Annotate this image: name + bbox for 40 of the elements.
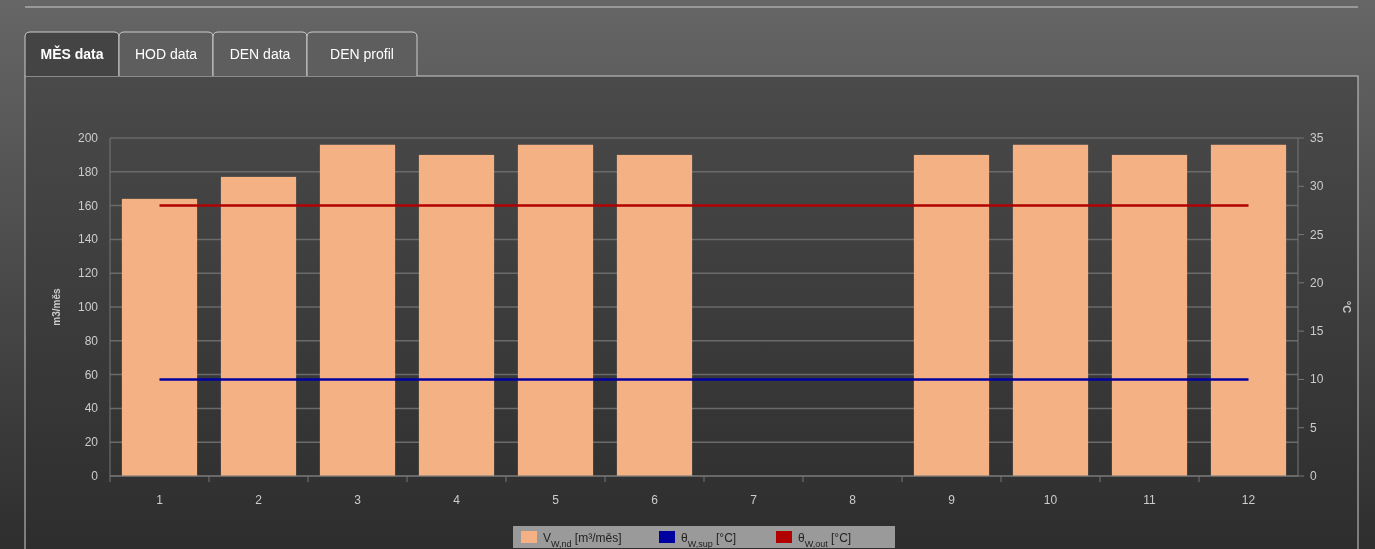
legend-label: θ$_{W,sup}$ [°C]: [681, 531, 737, 549]
x-tick-label: 10: [1043, 493, 1058, 507]
y2-tick-label: 20: [1310, 275, 1324, 290]
legend-label: V$_{W,nd}$ [m³/měs]: [543, 531, 622, 549]
y-tick-label: 40: [84, 401, 99, 416]
y-tick-label: 120: [77, 266, 99, 281]
y-tick-label: 0: [91, 469, 99, 483]
x-tick-label: 2: [255, 493, 263, 507]
y-tick-label: 20: [84, 435, 99, 450]
y2-tick-label: 35: [1310, 131, 1324, 145]
y-tick-label: 160: [77, 198, 99, 213]
y-tick-label: 60: [84, 367, 99, 382]
text: DEN profil: [330, 46, 394, 62]
x-tick-label: 6: [651, 493, 659, 507]
y2-tick-label: 10: [1310, 372, 1324, 387]
y2-tick-label: 0: [1310, 469, 1317, 483]
text: HOD data: [134, 46, 198, 62]
x-tick-label: 9: [948, 493, 956, 507]
x-tick-label: 11: [1143, 493, 1157, 507]
y-axis-title: m3/měs: [51, 287, 62, 326]
y2-tick-label: 30: [1310, 179, 1324, 194]
y-tick-label: 80: [84, 333, 99, 348]
x-tick-label: 1: [156, 493, 164, 507]
x-tick-label: 8: [849, 493, 857, 507]
x-tick-label: 7: [750, 493, 758, 507]
x-tick-label: 3: [354, 493, 362, 507]
x-tick-label: 4: [453, 493, 461, 507]
y2-tick-label: 5: [1310, 420, 1317, 435]
text: DEN data: [229, 46, 291, 62]
y-tick-label: 180: [77, 164, 99, 179]
y2-tick-label: 25: [1310, 227, 1324, 242]
y-tick-label: 100: [77, 300, 99, 314]
legend-label: θ$_{W,out}$ [°C]: [798, 531, 852, 549]
y2-axis-title: °C: [1341, 300, 1353, 314]
y2-tick-label: 15: [1310, 324, 1324, 339]
text: MĚS data: [40, 45, 104, 62]
y-tick-label: 200: [77, 131, 99, 145]
x-tick-label: 12: [1241, 493, 1256, 507]
y-tick-label: 140: [77, 232, 99, 247]
x-tick-label: 5: [552, 493, 560, 507]
